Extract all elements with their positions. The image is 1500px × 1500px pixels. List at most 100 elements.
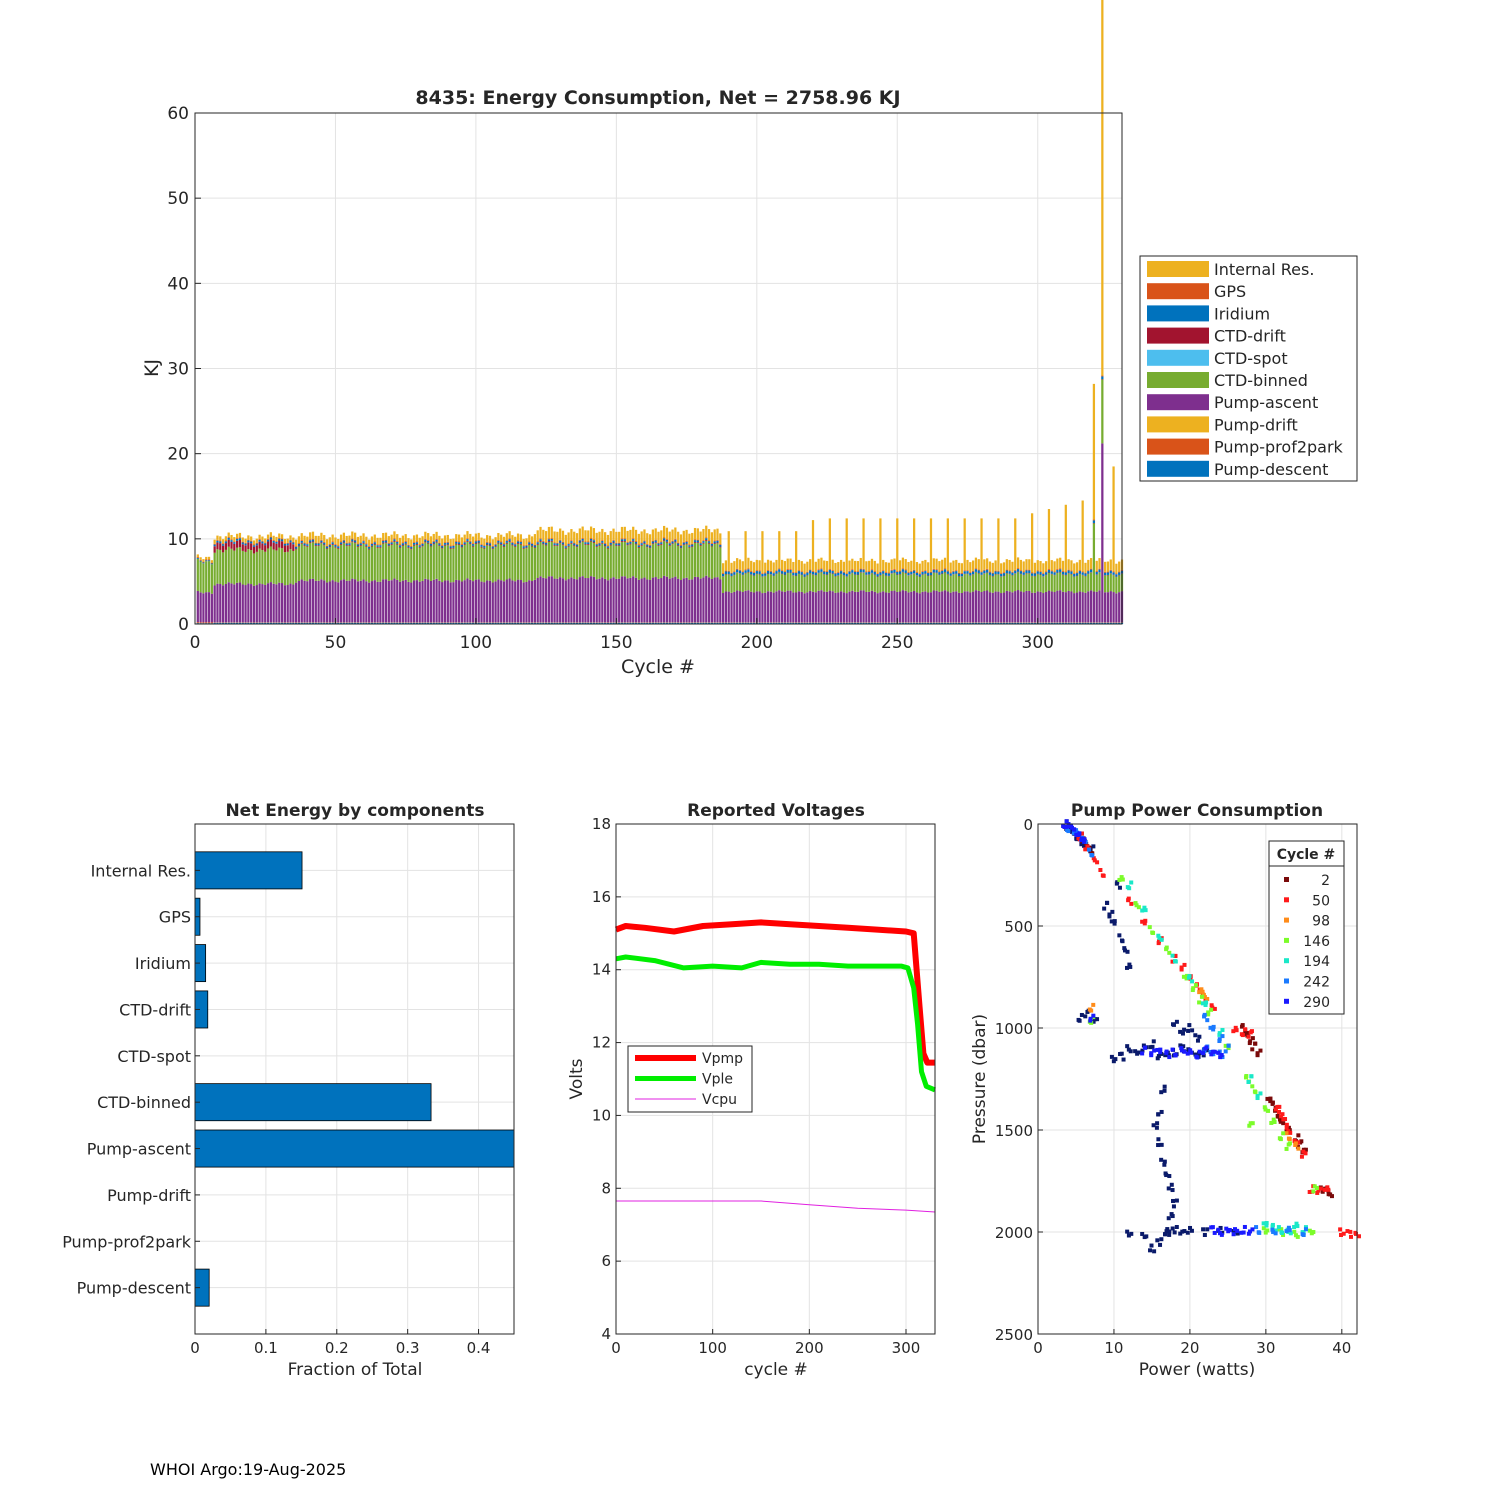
bar-segment-iridium	[469, 541, 472, 544]
bar-segment-iridium	[977, 570, 980, 574]
bar-segment-iridium	[1115, 574, 1118, 577]
point-cycle-dark	[1150, 1044, 1155, 1049]
bar-segment-internal-res	[337, 538, 340, 546]
bar-segment-gps	[471, 543, 475, 545]
bar-segment-ctd-binned	[241, 550, 244, 585]
bar-segment-iridium	[963, 571, 966, 574]
bar-segment-pump-descent	[275, 622, 278, 624]
bar-segment-internal-res	[373, 534, 376, 542]
point-cycle-242	[1223, 1049, 1228, 1054]
bar-segment-internal-res	[640, 531, 643, 543]
bar-segment-iridium	[879, 572, 882, 575]
y-tick-label: Pump-drift	[107, 1186, 191, 1205]
bar-segment-pump-descent	[629, 622, 632, 624]
bar-segment-pump-descent	[988, 622, 992, 624]
bar-segment-pump-ascent	[522, 582, 525, 623]
bar-segment-ctd-binned	[957, 576, 961, 593]
bar-segment-internal-res	[750, 560, 753, 572]
point-cycle-50	[1316, 1188, 1321, 1193]
bar-segment-ctd-binned	[626, 545, 629, 579]
bar-segment-ctd-drift	[500, 544, 503, 545]
bar-segment-iridium	[974, 569, 978, 572]
point-cycle-2	[1296, 1133, 1301, 1138]
bar-segment-internal-res	[449, 539, 452, 546]
bar-segment-pump-descent	[668, 622, 671, 624]
x-tick-label: 0	[190, 633, 201, 653]
bar-segment-iridium	[657, 543, 660, 546]
bar-segment-internal-res	[505, 533, 508, 541]
bar-segment-gps	[955, 570, 958, 572]
bar-segment-ctd-drift	[505, 542, 508, 544]
bar-segment-pump-descent	[654, 622, 657, 624]
bar-segment-iridium	[913, 570, 916, 574]
point-cycle-146	[1226, 1046, 1231, 1051]
bar-segment-pump-ascent	[241, 584, 244, 623]
bar-segment-iridium	[1075, 573, 1079, 576]
bar-segment-internal-res	[657, 531, 660, 543]
bar-segment-iridium	[750, 571, 753, 575]
bar-segment-pump-descent	[564, 622, 567, 624]
point-cycle-dark	[1151, 1123, 1156, 1128]
bar-segment-internal-res	[272, 535, 275, 541]
bar-segment-pump-descent	[432, 622, 435, 624]
bar-segment-internal-res	[693, 527, 697, 540]
bar-segment-pump-descent	[236, 622, 239, 624]
bar-segment-pump-descent	[811, 622, 815, 624]
bar-segment-ctd-binned	[1056, 573, 1059, 591]
bar-segment-iridium	[1056, 569, 1059, 573]
bar-segment-pump-descent	[620, 622, 624, 624]
bar	[194, 851, 303, 890]
bar-segment-ctd-binned	[851, 573, 854, 591]
bar-segment-internal-res	[536, 530, 539, 542]
bar-segment-internal-res	[241, 537, 244, 542]
bar-segment-gps	[952, 570, 955, 572]
bar-segment-iridium	[618, 543, 621, 546]
bar-segment-ctd-binned	[348, 545, 351, 581]
bar-segment-gps	[466, 538, 469, 540]
bar-segment-gps	[1118, 571, 1121, 573]
bar-segment-pump-ascent	[1011, 592, 1014, 623]
point-cycle-146	[1248, 1121, 1253, 1126]
bar-segment-pump-ascent	[1104, 592, 1107, 623]
bar	[194, 1129, 515, 1168]
bar-segment-pump-ascent	[943, 590, 947, 623]
bar-segment-ctd-drift	[691, 546, 694, 548]
bar-segment-pump-ascent	[238, 582, 242, 623]
bar-segment-pump-ascent	[199, 592, 202, 623]
bar-segment-pump-descent	[542, 622, 545, 624]
bar-segment-internal-res	[213, 539, 216, 544]
bar-segment-ctd-binned	[1118, 575, 1121, 593]
bar-segment-internal-res	[766, 559, 770, 571]
bar-segment-ctd-binned	[893, 573, 896, 591]
bar-segment-internal-res	[1073, 563, 1076, 574]
point-cycle-146	[1266, 1108, 1271, 1113]
bar-segment-internal-res	[1047, 509, 1051, 570]
point-cycle-194	[1264, 1221, 1269, 1226]
bar-segment-ctd-drift	[275, 543, 278, 551]
bar-segment-iridium	[491, 546, 494, 549]
bar-segment-pump-ascent	[230, 583, 233, 623]
bar-segment-internal-res	[1053, 561, 1056, 572]
bar-segment-internal-res	[1042, 563, 1045, 574]
bar-segment-pump-ascent	[210, 593, 213, 623]
stacked-bars	[196, 0, 1124, 624]
point-cycle-dark	[1202, 1233, 1207, 1237]
bar-segment-pump-ascent	[455, 579, 458, 623]
bar-segment-ctd-drift	[601, 542, 604, 544]
bar-segment-ctd-binned	[710, 546, 713, 579]
bar-segment-pump-ascent	[581, 576, 584, 623]
bar-segment-pump-descent	[500, 622, 503, 624]
bar-segment-gps	[542, 540, 545, 542]
point-cycle-98	[1200, 989, 1205, 994]
bar-segment-pump-ascent	[629, 577, 632, 623]
bar-segment-ctd-binned	[494, 547, 497, 582]
bar-segment-pump-ascent	[834, 592, 837, 623]
bar-segment-gps	[935, 569, 938, 571]
bar-segment-gps	[994, 570, 997, 572]
bar-segment-iridium	[494, 544, 497, 547]
bar-segment-pump-ascent	[913, 590, 916, 623]
bar-segment-pump-ascent	[261, 584, 264, 623]
bar-segment-internal-res	[339, 534, 343, 542]
bar-segment-ctd-binned	[870, 573, 874, 591]
point-cycle-146	[1134, 903, 1139, 908]
